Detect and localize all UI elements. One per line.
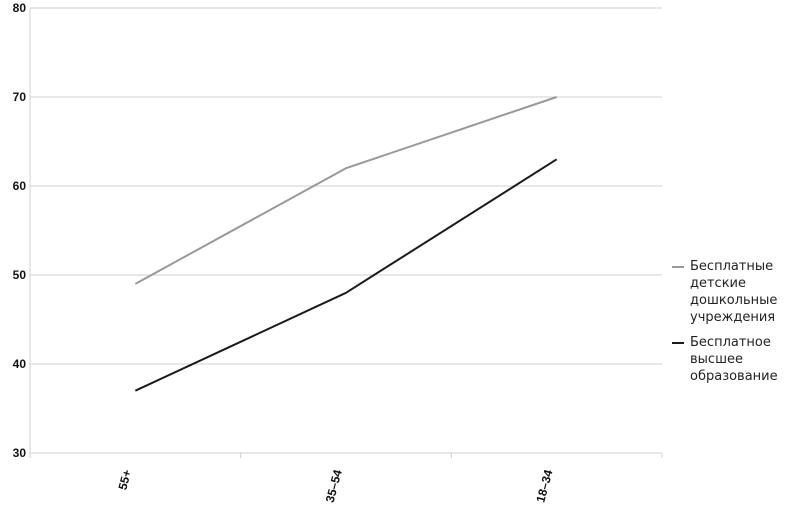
y-tick-label: 50 [13,268,27,282]
series-line-0 [134,96,557,285]
x-tick-label: 18–34 [533,468,555,504]
legend-item-higher-education: Бесплатное высшее образование [672,334,790,385]
legend: Бесплатные детские дошкольные учреждения… [672,258,790,393]
y-tick-label: 60 [13,179,27,193]
x-tick-label: 35–54 [323,468,345,504]
legend-item-preschool: Бесплатные детские дошкольные учреждения [672,258,790,326]
legend-swatch [672,266,684,268]
legend-swatch [672,342,684,344]
legend-label: Бесплатные детские дошкольные учреждения [690,259,778,325]
y-tick-label: 40 [13,357,27,371]
legend-label: Бесплатное высшее образование [690,335,778,384]
y-tick-label: 70 [13,90,27,104]
y-tick-label: 80 [13,1,27,15]
y-tick-label: 30 [13,446,27,460]
x-tick-label: 55+ [115,468,134,491]
